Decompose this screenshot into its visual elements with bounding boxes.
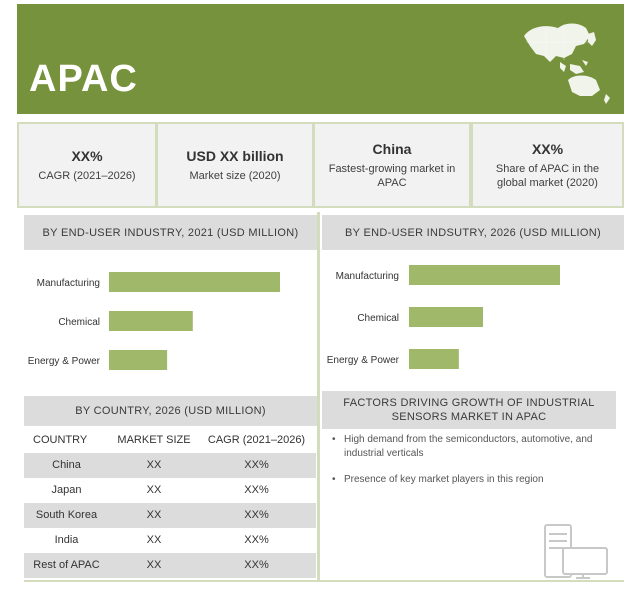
market-size-cell: XX [146, 459, 162, 471]
column-header-country: COUNTRY [33, 434, 88, 446]
table-row: Japan XX XX% [24, 478, 316, 503]
market-size-cell: XX [146, 484, 162, 496]
table-row: India XX XX% [24, 528, 316, 553]
bar [409, 307, 483, 327]
kpi-card-cagr: XX% CAGR (2021–2026) [19, 124, 155, 206]
table-row: South Korea XX XX% [24, 503, 316, 528]
factor-text: High demand from the semiconductors, aut… [344, 434, 593, 459]
market-size-cell: XX [146, 509, 162, 521]
market-size-cell: XX [146, 559, 162, 571]
factors-list: • High demand from the semiconductors, a… [332, 433, 617, 499]
category-label: Energy & Power [327, 355, 400, 366]
cagr-cell: XX% [244, 484, 269, 496]
country-cell: India [54, 534, 79, 546]
cagr-cell: XX% [244, 509, 269, 521]
country-table: COUNTRY MARKET SIZE CAGR (2021–2026) Chi… [24, 428, 316, 578]
bullet-icon: • [332, 474, 336, 485]
category-label: Manufacturing [336, 271, 399, 282]
country-cell: China [52, 459, 81, 471]
bottom-divider [24, 580, 624, 582]
market-size-cell: XX [146, 534, 162, 546]
chart-2021-title: BY END-USER INDUSTRY, 2021 (USD MILLION) [24, 215, 317, 250]
bullet-icon: • [332, 434, 336, 445]
country-cell: Rest of APAC [33, 559, 100, 571]
category-label: Chemical [357, 313, 399, 324]
server-monitor-icon [544, 524, 608, 579]
column-divider [317, 212, 320, 580]
kpi-label: Market size (2020) [189, 169, 281, 182]
cagr-cell: XX% [244, 459, 269, 471]
country-cell: Japan [51, 484, 82, 496]
list-item: • High demand from the semiconductors, a… [332, 433, 617, 461]
cagr-cell: XX% [244, 559, 269, 571]
country-cell: South Korea [35, 509, 98, 521]
bar [109, 350, 168, 370]
kpi-value: China [372, 140, 412, 157]
column-header-market-size: MARKET SIZE [117, 434, 191, 446]
column-header-cagr: CAGR (2021–2026) [207, 434, 306, 446]
bar [109, 272, 280, 292]
kpi-label: CAGR (2021–2026) [38, 169, 136, 182]
kpi-card-market-size: USD XX billion Market size (2020) [158, 124, 312, 206]
bar [409, 349, 459, 369]
chart-2026: Manufacturing Chemical Energy & Power [327, 265, 560, 369]
region-title: APAC [29, 58, 138, 100]
kpi-card-share: XX% Share of APAC in the global market (… [473, 124, 622, 206]
bar [109, 311, 193, 331]
region-banner: APAC [17, 4, 624, 114]
kpi-value: XX% [531, 140, 564, 157]
kpi-card-fastest-growing: China Fastest-growing market in APAC [315, 124, 469, 206]
chart-2021: Manufacturing Chemical Energy & Power [28, 272, 280, 370]
cagr-cell: XX% [244, 534, 269, 546]
kpi-value: USD XX billion [186, 147, 284, 164]
kpi-value: XX% [71, 147, 103, 164]
category-label: Manufacturing [37, 278, 100, 289]
country-section-title: BY COUNTRY, 2026 (USD MILLION) [24, 396, 317, 426]
factors-section-title: FACTORS DRIVING GROWTH OF INDUSTRIAL SEN… [322, 391, 616, 429]
category-label: Chemical [58, 317, 100, 328]
factor-text: Presence of key market players in this r… [344, 474, 544, 485]
table-row: Rest of APAC XX XX% [24, 553, 316, 578]
list-item: • Presence of key market players in this… [332, 473, 617, 487]
kpi-label: Share of APAC in the global market (2020… [495, 162, 600, 189]
bar [409, 265, 560, 285]
table-row: China XX XX% [24, 453, 316, 478]
kpi-row: XX% CAGR (2021–2026) USD XX billion Mark… [17, 122, 624, 208]
asia-pacific-map-icon [524, 23, 610, 104]
kpi-label: Fastest-growing market in APAC [328, 162, 456, 189]
category-label: Energy & Power [28, 356, 101, 367]
table-header-row: COUNTRY MARKET SIZE CAGR (2021–2026) [24, 428, 316, 453]
chart-2026-title: BY END-USER INDSUTRY, 2026 (USD MILLION) [322, 215, 624, 250]
